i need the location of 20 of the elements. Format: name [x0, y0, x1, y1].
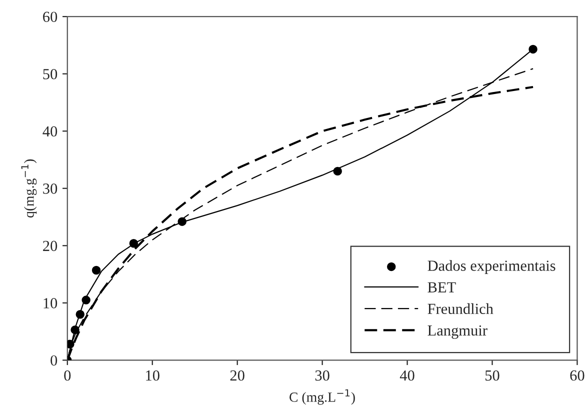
legend-label: Dados experimentais — [428, 260, 556, 274]
x-tick-label: 10 — [146, 370, 160, 381]
x-tick-label: 50 — [485, 370, 500, 381]
x-axis-title: C (mg.L$^{−1}$) — [290, 389, 355, 405]
x-tick-label: 20 — [230, 370, 244, 381]
y-tick-label: 0 — [50, 355, 58, 366]
y-tick-label: 30 — [43, 184, 58, 194]
legend-label: Langmuir — [428, 325, 488, 339]
y-axis-title: q(mg.g$^{−1}$) — [21, 159, 37, 218]
x-tick-label: 0 — [64, 370, 71, 381]
x-tick-label: 30 — [315, 370, 330, 381]
y-tick-label: 20 — [43, 240, 58, 252]
legend-label: Freundlich — [428, 303, 494, 314]
y-tick-label: 50 — [43, 68, 58, 80]
legend-label: BET — [428, 282, 456, 292]
x-tick-label: 40 — [400, 370, 414, 381]
y-tick-label: 40 — [42, 126, 58, 137]
y-tick-label: 10 — [44, 298, 58, 308]
y-tick-label: 60 — [43, 12, 58, 22]
x-tick-label: 60 — [570, 370, 584, 381]
